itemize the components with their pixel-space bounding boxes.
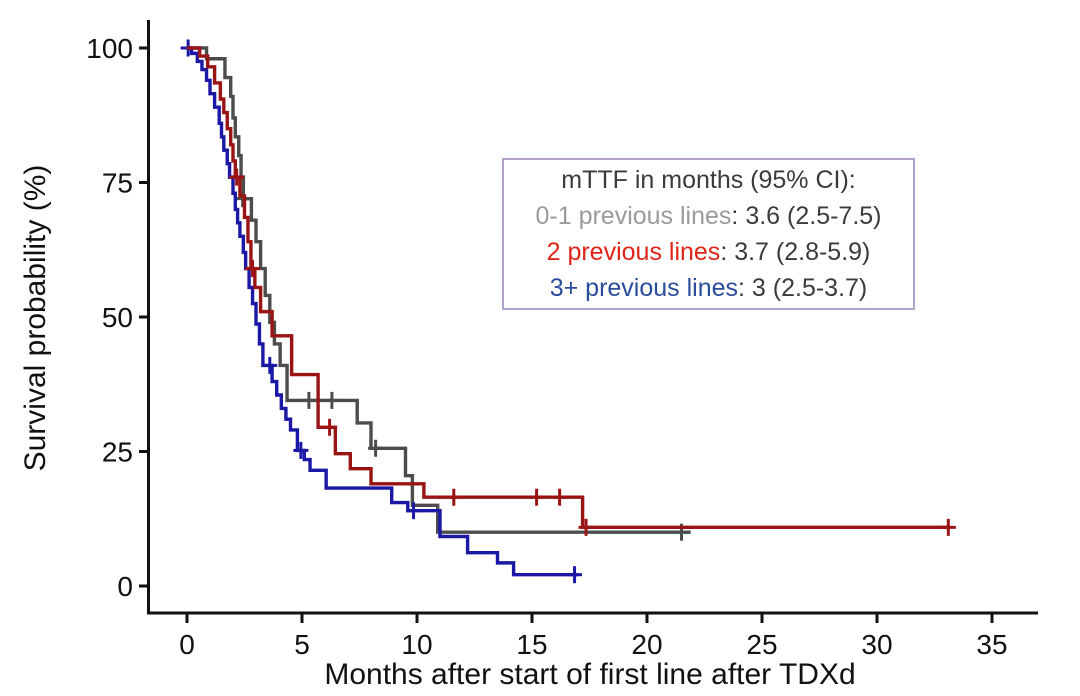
legend-entry: 2 previous lines: 3.7 (2.8-5.9) bbox=[547, 234, 871, 270]
legend-entry: 3+ previous lines: 3 (2.5-3.7) bbox=[550, 270, 868, 306]
x-tick-label: 20 bbox=[631, 629, 662, 660]
legend-box: mTTF in months (95% CI): 0-1 previous li… bbox=[502, 158, 915, 310]
x-tick-label: 10 bbox=[401, 629, 432, 660]
x-tick-label: 15 bbox=[516, 629, 547, 660]
survival-curve-0-1-previous-lines bbox=[187, 46, 691, 534]
x-tick-label: 25 bbox=[746, 629, 777, 660]
legend-entry-label: 0-1 previous lines bbox=[535, 202, 732, 230]
x-tick-label: 5 bbox=[294, 629, 310, 660]
y-tick-label: 25 bbox=[102, 437, 133, 468]
legend-entry-value: : 3.6 (2.5-7.5) bbox=[731, 202, 882, 230]
y-tick-label: 0 bbox=[117, 571, 133, 602]
legend-entry-label: 3+ previous lines bbox=[549, 274, 739, 302]
x-tick-label: 0 bbox=[179, 629, 195, 660]
legend-entry-label: 2 previous lines bbox=[546, 238, 721, 266]
y-tick-label: 75 bbox=[102, 168, 133, 199]
legend-entry-value: : 3 (2.5-3.7) bbox=[738, 274, 868, 302]
legend-entry: 0-1 previous lines: 3.6 (2.5-7.5) bbox=[535, 198, 881, 234]
y-tick-label: 50 bbox=[102, 302, 133, 333]
legend-entry-value: : 3.7 (2.8-5.9) bbox=[720, 238, 871, 266]
survival-curve-2-previous-lines bbox=[187, 46, 949, 530]
survival-curve-3-previous-lines bbox=[187, 46, 578, 577]
x-axis-title: Months after start of first line after T… bbox=[324, 658, 856, 691]
legend-title: mTTF in months (95% CI): bbox=[561, 166, 856, 194]
y-tick-label: 100 bbox=[86, 33, 133, 64]
x-tick-label: 35 bbox=[976, 629, 1007, 660]
y-axis-title: Survival probability (%) bbox=[19, 164, 52, 472]
x-tick-label: 30 bbox=[861, 629, 892, 660]
